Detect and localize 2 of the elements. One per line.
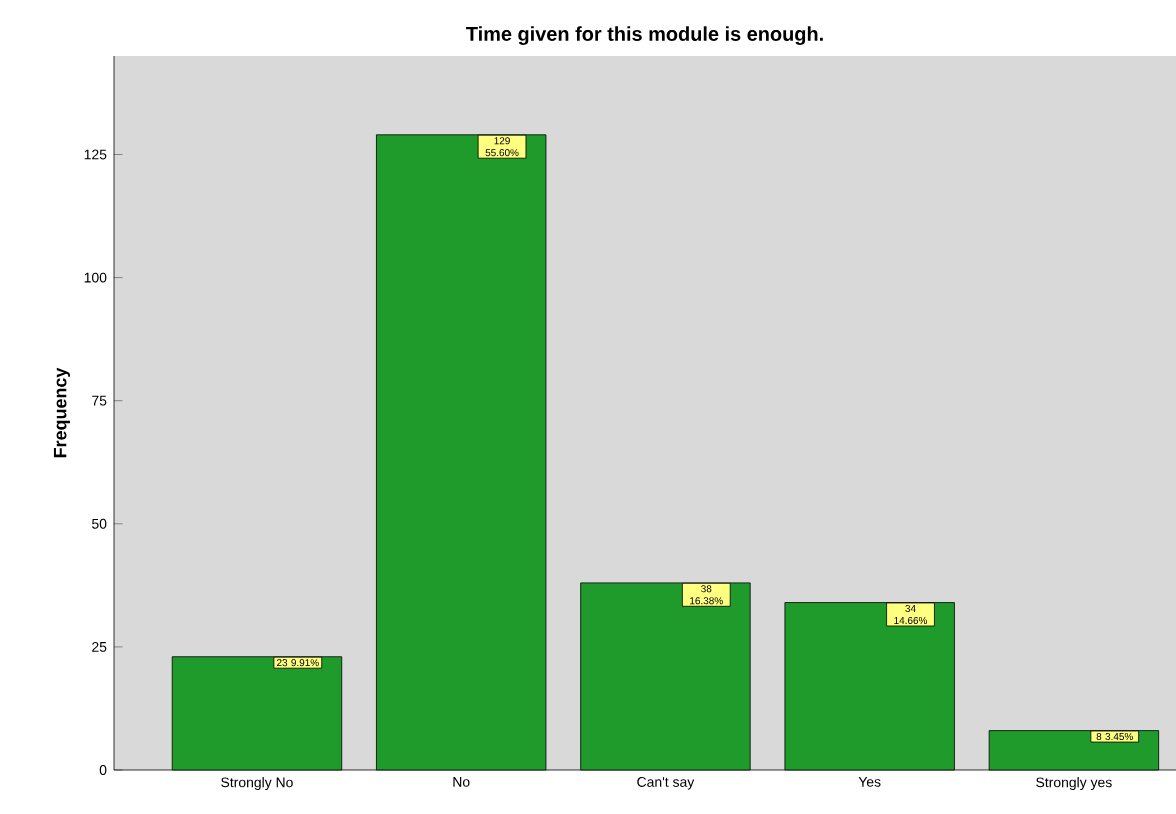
y-axis-title: Frequency (53, 367, 71, 458)
chart-title: Time given for this module is enough. (466, 26, 823, 45)
